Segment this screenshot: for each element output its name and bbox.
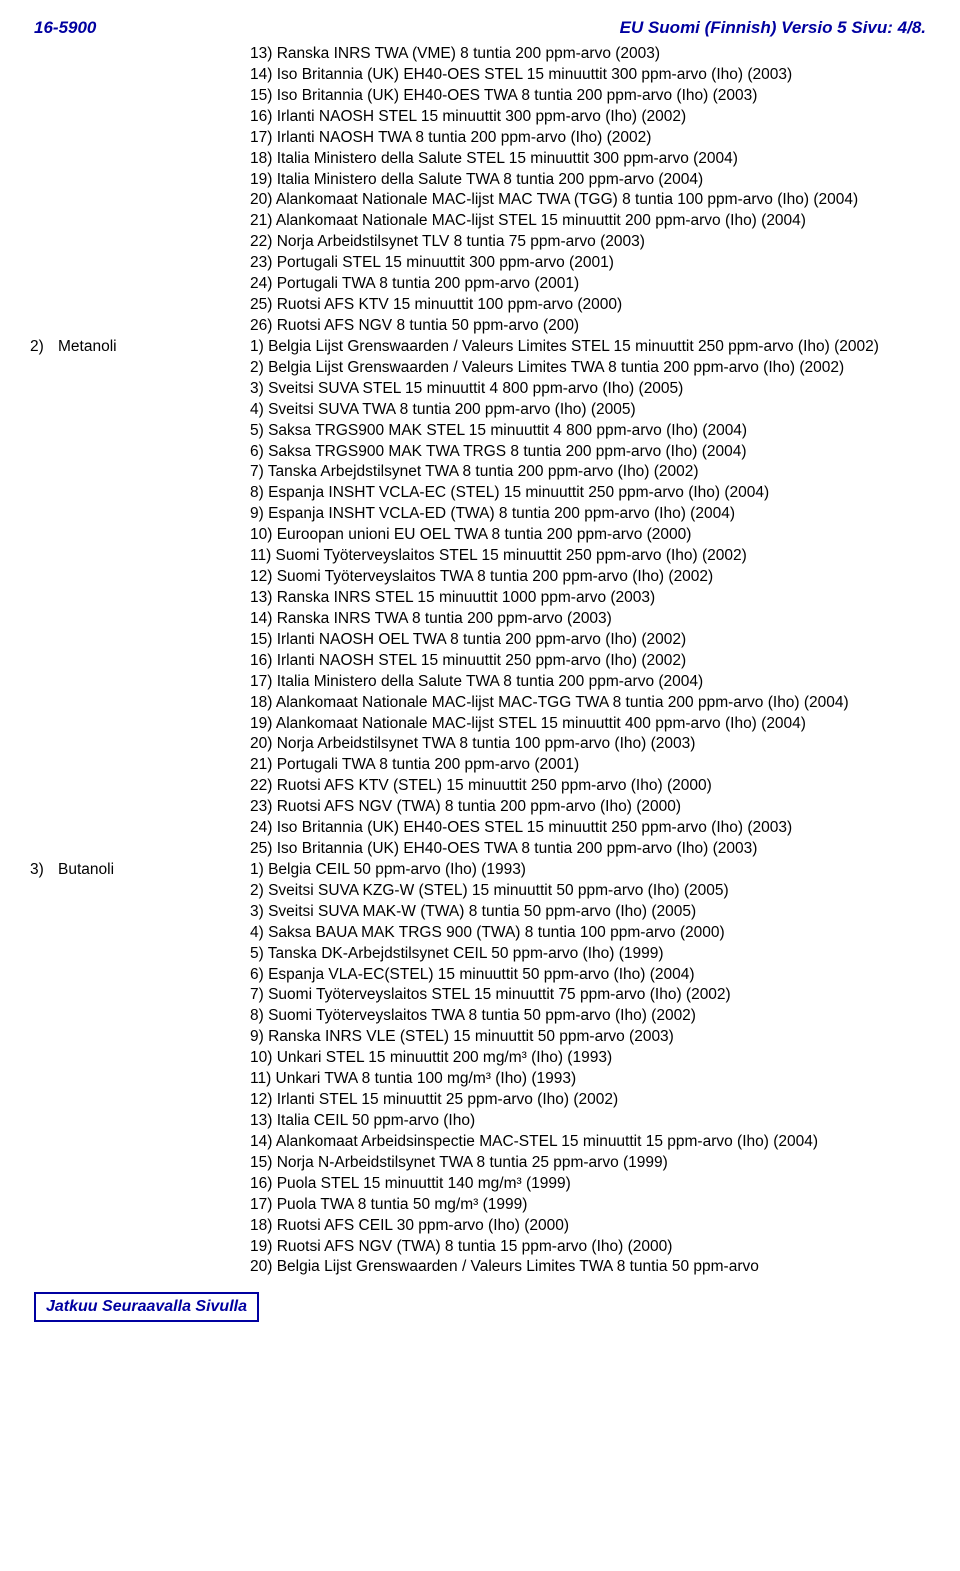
limit-line: 7) Suomi Työterveyslaitos STEL 15 minuut… — [250, 985, 930, 1006]
section-lines: 13) Ranska INRS TWA (VME) 8 tuntia 200 p… — [250, 44, 930, 337]
limit-line: 18) Ruotsi AFS CEIL 30 ppm-arvo (Iho) (2… — [250, 1216, 930, 1237]
limit-line: 3) Sveitsi SUVA STEL 15 minuuttit 4 800 … — [250, 379, 930, 400]
doc-title-right: EU Suomi (Finnish) Versio 5 Sivu: 4/8. — [620, 18, 926, 38]
footer-continue-text: Jatkuu Seuraavalla Sivulla — [46, 1298, 247, 1315]
limit-line: 11) Unkari TWA 8 tuntia 100 mg/m³ (Iho) … — [250, 1069, 930, 1090]
limit-line: 14) Ranska INRS TWA 8 tuntia 200 ppm-arv… — [250, 609, 930, 630]
section-row: 3)Butanoli1) Belgia CEIL 50 ppm-arvo (Ih… — [30, 860, 930, 1278]
limit-line: 6) Saksa TRGS900 MAK TWA TRGS 8 tuntia 2… — [250, 442, 930, 463]
limit-line: 16) Puola STEL 15 minuuttit 140 mg/m³ (1… — [250, 1174, 930, 1195]
limit-line: 14) Alankomaat Arbeidsinspectie MAC-STEL… — [250, 1132, 930, 1153]
limit-line: 19) Italia Ministero della Salute TWA 8 … — [250, 170, 930, 191]
limit-line: 10) Unkari STEL 15 minuuttit 200 mg/m³ (… — [250, 1048, 930, 1069]
limit-line: 16) Irlanti NAOSH STEL 15 minuuttit 250 … — [250, 651, 930, 672]
limit-line: 13) Ranska INRS STEL 15 minuuttit 1000 p… — [250, 588, 930, 609]
limit-line: 13) Italia CEIL 50 ppm-arvo (Iho) — [250, 1111, 930, 1132]
limit-line: 8) Suomi Työterveyslaitos TWA 8 tuntia 5… — [250, 1006, 930, 1027]
limit-line: 12) Irlanti STEL 15 minuuttit 25 ppm-arv… — [250, 1090, 930, 1111]
limit-line: 15) Iso Britannia (UK) EH40-OES TWA 8 tu… — [250, 86, 930, 107]
limit-line: 9) Espanja INSHT VCLA-ED (TWA) 8 tuntia … — [250, 504, 930, 525]
section-index: 2) — [30, 337, 58, 358]
section-index: 3) — [30, 860, 58, 881]
limit-line: 4) Saksa BAUA MAK TRGS 900 (TWA) 8 tunti… — [250, 923, 930, 944]
limit-line: 21) Alankomaat Nationale MAC-lijst STEL … — [250, 211, 930, 232]
limit-line: 15) Norja N-Arbeidstilsynet TWA 8 tuntia… — [250, 1153, 930, 1174]
limit-line: 25) Ruotsi AFS KTV 15 minuuttit 100 ppm-… — [250, 295, 930, 316]
limit-line: 15) Irlanti NAOSH OEL TWA 8 tuntia 200 p… — [250, 630, 930, 651]
limit-line: 17) Puola TWA 8 tuntia 50 mg/m³ (1999) — [250, 1195, 930, 1216]
limit-line: 18) Alankomaat Nationale MAC-lijst MAC-T… — [250, 693, 930, 714]
limit-line: 6) Espanja VLA-EC(STEL) 15 minuuttit 50 … — [250, 965, 930, 986]
limit-line: 17) Italia Ministero della Salute TWA 8 … — [250, 672, 930, 693]
section-name: Metanoli — [58, 337, 117, 358]
limit-line: 7) Tanska Arbejdstilsynet TWA 8 tuntia 2… — [250, 462, 930, 483]
limit-line: 24) Portugali TWA 8 tuntia 200 ppm-arvo … — [250, 274, 930, 295]
limit-line: 8) Espanja INSHT VCLA-EC (STEL) 15 minuu… — [250, 483, 930, 504]
limit-line: 24) Iso Britannia (UK) EH40-OES STEL 15 … — [250, 818, 930, 839]
limit-line: 4) Sveitsi SUVA TWA 8 tuntia 200 ppm-arv… — [250, 400, 930, 421]
limit-line: 19) Alankomaat Nationale MAC-lijst STEL … — [250, 714, 930, 735]
limit-line: 20) Alankomaat Nationale MAC-lijst MAC T… — [250, 190, 930, 211]
limit-line: 25) Iso Britannia (UK) EH40-OES TWA 8 tu… — [250, 839, 930, 860]
page-header: 16-5900 EU Suomi (Finnish) Versio 5 Sivu… — [30, 18, 930, 44]
limit-line: 14) Iso Britannia (UK) EH40-OES STEL 15 … — [250, 65, 930, 86]
section-lines: 1) Belgia CEIL 50 ppm-arvo (Iho) (1993)2… — [250, 860, 930, 1278]
limit-line: 26) Ruotsi AFS NGV 8 tuntia 50 ppm-arvo … — [250, 316, 930, 337]
limit-line: 16) Irlanti NAOSH STEL 15 minuuttit 300 … — [250, 107, 930, 128]
limit-line: 3) Sveitsi SUVA MAK-W (TWA) 8 tuntia 50 … — [250, 902, 930, 923]
section-row: 13) Ranska INRS TWA (VME) 8 tuntia 200 p… — [30, 44, 930, 337]
limit-line: 11) Suomi Työterveyslaitos STEL 15 minuu… — [250, 546, 930, 567]
limit-line: 2) Sveitsi SUVA KZG-W (STEL) 15 minuutti… — [250, 881, 930, 902]
section-lines: 1) Belgia Lijst Grenswaarden / Valeurs L… — [250, 337, 930, 860]
limit-line: 10) Euroopan unioni EU OEL TWA 8 tuntia … — [250, 525, 930, 546]
limit-line: 23) Ruotsi AFS NGV (TWA) 8 tuntia 200 pp… — [250, 797, 930, 818]
limit-line: 18) Italia Ministero della Salute STEL 1… — [250, 149, 930, 170]
limit-line: 9) Ranska INRS VLE (STEL) 15 minuuttit 5… — [250, 1027, 930, 1048]
limit-line: 2) Belgia Lijst Grenswaarden / Valeurs L… — [250, 358, 930, 379]
section-label-cell: 3)Butanoli — [30, 860, 250, 881]
section-name: Butanoli — [58, 860, 114, 881]
section-row: 2)Metanoli1) Belgia Lijst Grenswaarden /… — [30, 337, 930, 860]
limit-line: 17) Irlanti NAOSH TWA 8 tuntia 200 ppm-a… — [250, 128, 930, 149]
limit-line: 22) Ruotsi AFS KTV (STEL) 15 minuuttit 2… — [250, 776, 930, 797]
limit-line: 13) Ranska INRS TWA (VME) 8 tuntia 200 p… — [250, 44, 930, 65]
section-label-cell: 2)Metanoli — [30, 337, 250, 358]
sections-container: 13) Ranska INRS TWA (VME) 8 tuntia 200 p… — [30, 44, 930, 1278]
limit-line: 12) Suomi Työterveyslaitos TWA 8 tuntia … — [250, 567, 930, 588]
limit-line: 5) Saksa TRGS900 MAK STEL 15 minuuttit 4… — [250, 421, 930, 442]
limit-line: 1) Belgia CEIL 50 ppm-arvo (Iho) (1993) — [250, 860, 930, 881]
limit-line: 22) Norja Arbeidstilsynet TLV 8 tuntia 7… — [250, 232, 930, 253]
limit-line: 5) Tanska DK-Arbejdstilsynet CEIL 50 ppm… — [250, 944, 930, 965]
limit-line: 21) Portugali TWA 8 tuntia 200 ppm-arvo … — [250, 755, 930, 776]
limit-line: 19) Ruotsi AFS NGV (TWA) 8 tuntia 15 ppm… — [250, 1237, 930, 1258]
document-page: 16-5900 EU Suomi (Finnish) Versio 5 Sivu… — [0, 0, 960, 1352]
limit-line: 20) Belgia Lijst Grenswaarden / Valeurs … — [250, 1257, 930, 1278]
doc-id: 16-5900 — [34, 18, 96, 38]
footer-continue-box: Jatkuu Seuraavalla Sivulla — [34, 1292, 259, 1322]
limit-line: 23) Portugali STEL 15 minuuttit 300 ppm-… — [250, 253, 930, 274]
limit-line: 20) Norja Arbeidstilsynet TWA 8 tuntia 1… — [250, 734, 930, 755]
limit-line: 1) Belgia Lijst Grenswaarden / Valeurs L… — [250, 337, 930, 358]
